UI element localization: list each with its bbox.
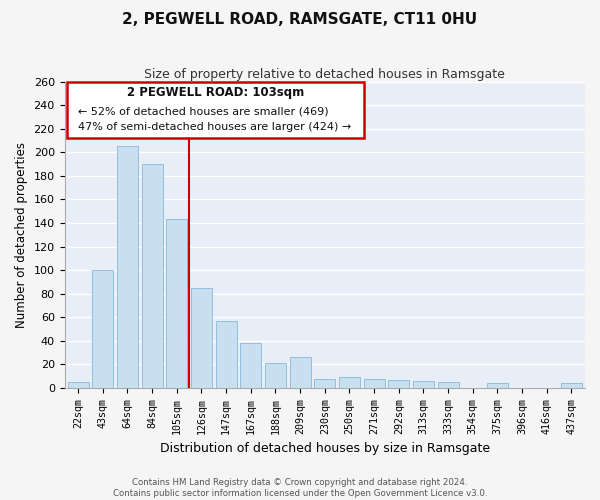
Bar [561,383,582,388]
Bar [68,382,89,388]
Bar [92,270,113,388]
Bar [314,378,335,388]
Bar [240,343,261,388]
X-axis label: Distribution of detached houses by size in Ramsgate: Distribution of detached houses by size … [160,442,490,455]
Title: Size of property relative to detached houses in Ramsgate: Size of property relative to detached ho… [145,68,505,80]
Y-axis label: Number of detached properties: Number of detached properties [15,142,28,328]
Text: Contains HM Land Registry data © Crown copyright and database right 2024.
Contai: Contains HM Land Registry data © Crown c… [113,478,487,498]
Bar [142,164,163,388]
Text: 2 PEGWELL ROAD: 103sqm: 2 PEGWELL ROAD: 103sqm [127,86,304,100]
Bar [265,363,286,388]
Bar [388,380,409,388]
Bar [487,383,508,388]
Bar [215,321,236,388]
Bar [339,378,360,388]
Bar [364,378,385,388]
Bar [437,382,458,388]
FancyBboxPatch shape [67,82,364,138]
Text: 47% of semi-detached houses are larger (424) →: 47% of semi-detached houses are larger (… [77,122,351,132]
Bar [413,381,434,388]
Text: 2, PEGWELL ROAD, RAMSGATE, CT11 0HU: 2, PEGWELL ROAD, RAMSGATE, CT11 0HU [122,12,478,28]
Bar [117,146,138,388]
Bar [166,220,187,388]
Bar [191,288,212,388]
Bar [290,358,311,388]
Text: ← 52% of detached houses are smaller (469): ← 52% of detached houses are smaller (46… [77,106,328,116]
